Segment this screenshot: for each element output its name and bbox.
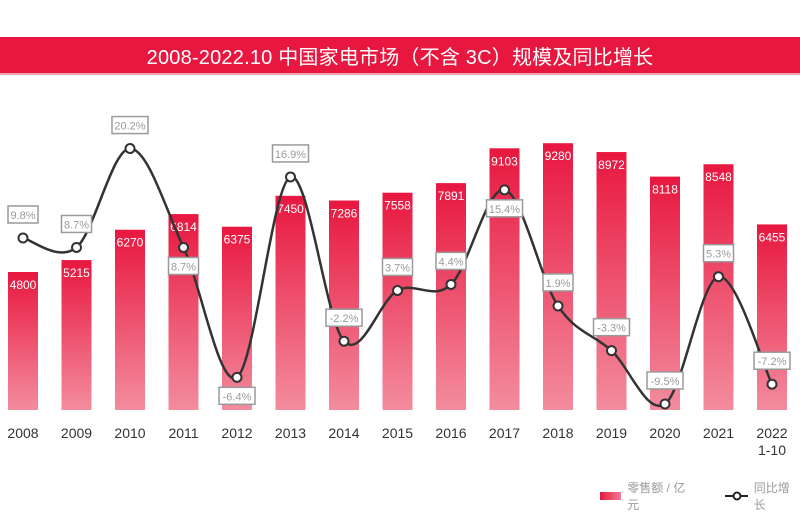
growth-label: 9.8% — [10, 210, 35, 222]
bar-value-label: 9103 — [491, 154, 518, 168]
growth-point — [338, 335, 350, 347]
growth-label-box — [542, 273, 574, 292]
growth-label: -2.2% — [330, 313, 359, 325]
x-tick-label: 2016 — [435, 425, 466, 441]
x-tick-label: 2015 — [382, 425, 413, 441]
bar-value-label: 6375 — [224, 233, 251, 247]
growth-label-box — [381, 257, 414, 277]
x-tick-label: 2019 — [596, 425, 627, 441]
x-tick-label: 2010 — [114, 425, 145, 441]
growth-label: -6.4% — [223, 391, 252, 403]
growth-label: 20.2% — [114, 121, 145, 133]
x-tick-label: 2008 — [7, 425, 38, 441]
growth-label-box — [435, 251, 467, 271]
bar-1 — [61, 260, 92, 410]
legend: 零售额 / 亿元 同比增长 — [600, 479, 800, 513]
growth-point — [659, 398, 671, 410]
bar-2 — [115, 229, 145, 410]
growth-point — [71, 241, 82, 253]
legend-bar-swatch — [600, 492, 622, 500]
bar-value-label: 8118 — [652, 183, 678, 197]
growth-label: 3.7% — [385, 262, 410, 274]
growth-label: -9.5% — [651, 376, 680, 388]
growth-point — [392, 284, 403, 296]
chart-title: 2008-2022.10 中国家电市场（不含 3C）规模及同比增长 — [0, 37, 800, 75]
x-tick-label: 2021 — [703, 425, 734, 441]
x-tick-label: 2018 — [542, 425, 573, 441]
x-tick-label: 2011 — [168, 425, 198, 441]
growth-point — [285, 171, 296, 183]
growth-label-box — [702, 243, 735, 263]
growth-label: 8.7% — [171, 261, 196, 273]
bar-value-label: 6270 — [117, 236, 144, 250]
bar-value-label: 7450 — [277, 202, 304, 216]
x-tick-label: 2020 — [649, 425, 680, 441]
growth-point — [606, 345, 617, 357]
growth-point — [17, 232, 29, 244]
x-tick-label: 2017 — [489, 425, 520, 441]
growth-label-box — [7, 205, 39, 224]
growth-point — [499, 184, 510, 196]
growth-label: 16.9% — [275, 149, 306, 161]
growth-label-box — [753, 351, 791, 370]
x-tick-label: 2022 — [756, 425, 787, 441]
x-tick-label: 2014 — [328, 425, 359, 441]
growth-point — [552, 300, 564, 312]
bar-12 — [650, 176, 680, 410]
bar-6 — [329, 200, 359, 410]
bar-value-label: 8972 — [598, 158, 625, 172]
growth-line — [22, 147, 774, 408]
growth-label-box — [271, 144, 310, 163]
bar-value-label: 7558 — [384, 199, 411, 213]
growth-label: -7.2% — [758, 356, 787, 368]
growth-label: 4.4% — [438, 256, 463, 268]
bar-0 — [8, 272, 38, 410]
growth-label-box — [485, 199, 524, 218]
growth-label: 15.4% — [489, 204, 520, 216]
growth-label: 8.7% — [64, 219, 89, 231]
bar-value-label: 7286 — [331, 207, 358, 221]
x-tick-label: 1-10 — [758, 442, 786, 458]
legend-bar-label: 零售额 / 亿元 — [627, 481, 686, 512]
growth-label-box — [111, 115, 149, 135]
bar-11 — [596, 152, 627, 410]
growth-point — [713, 271, 724, 283]
bar-value-label: 9280 — [545, 149, 572, 163]
growth-label: -3.3% — [597, 323, 626, 335]
bar-8 — [436, 183, 466, 410]
x-axis-ticks: 2008 2009 2010 2011 2012 2013 2014 2015 2016 2017… — [7, 425, 787, 458]
growth-point — [231, 371, 243, 383]
growth-label-box — [218, 386, 256, 406]
x-tick-label: 2013 — [275, 425, 306, 441]
bar-value-label: 4800 — [10, 278, 37, 292]
x-tick-label: 2009 — [61, 425, 92, 441]
growth-point — [178, 241, 189, 253]
legend-line-label: 同比增长 — [753, 481, 790, 512]
bar-value-label: 7891 — [438, 189, 465, 203]
growth-label: 5.3% — [706, 249, 731, 261]
growth-label: 1.9% — [545, 278, 570, 290]
growth-point — [124, 143, 136, 155]
growth-label-box — [60, 214, 93, 234]
line-group: 9.8% 8.7% 20.2% 8.7% -6.4% 16.9% -2.2% 3.7% 4.4%… — [7, 115, 791, 410]
bar-value-label: 8548 — [705, 170, 732, 184]
x-tick-label: 2012 — [221, 425, 252, 441]
growth-label-box — [325, 308, 363, 327]
growth-label-box — [592, 317, 631, 337]
bar-value-label: 5215 — [63, 266, 90, 280]
growth-label-box — [646, 371, 684, 390]
growth-label-box — [167, 256, 200, 276]
growth-point — [445, 278, 457, 290]
growth-point — [766, 378, 778, 390]
bar-value-label: 6455 — [759, 230, 786, 244]
bar-5 — [275, 195, 306, 410]
legend-line-icon — [724, 491, 748, 501]
bars-group — [8, 143, 787, 410]
